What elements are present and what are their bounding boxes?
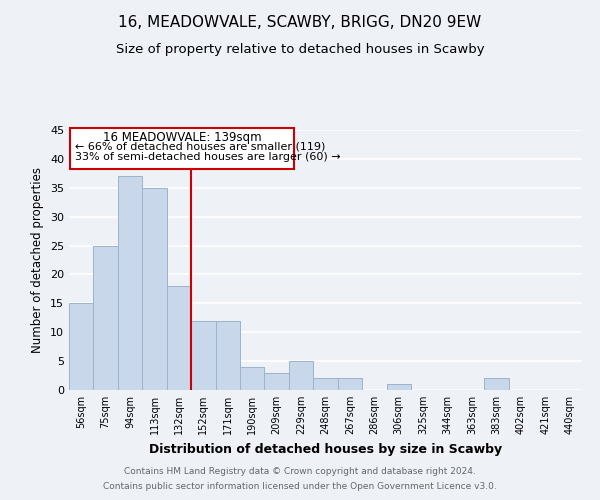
Text: 16, MEADOWVALE, SCAWBY, BRIGG, DN20 9EW: 16, MEADOWVALE, SCAWBY, BRIGG, DN20 9EW: [118, 15, 482, 30]
Text: ← 66% of detached houses are smaller (119): ← 66% of detached houses are smaller (11…: [75, 142, 325, 152]
Text: 33% of semi-detached houses are larger (60) →: 33% of semi-detached houses are larger (…: [75, 152, 341, 162]
Text: Contains HM Land Registry data © Crown copyright and database right 2024.: Contains HM Land Registry data © Crown c…: [124, 467, 476, 476]
Bar: [69, 304, 94, 390]
Bar: [289, 361, 313, 390]
Bar: [191, 320, 215, 390]
FancyBboxPatch shape: [70, 128, 294, 170]
X-axis label: Distribution of detached houses by size in Scawby: Distribution of detached houses by size …: [149, 442, 502, 456]
Text: Size of property relative to detached houses in Scawby: Size of property relative to detached ho…: [116, 42, 484, 56]
Bar: [338, 378, 362, 390]
Bar: [94, 246, 118, 390]
Bar: [167, 286, 191, 390]
Bar: [265, 372, 289, 390]
Bar: [142, 188, 167, 390]
Bar: [313, 378, 338, 390]
Text: 16 MEADOWVALE: 139sqm: 16 MEADOWVALE: 139sqm: [103, 131, 261, 144]
Bar: [386, 384, 411, 390]
Bar: [484, 378, 509, 390]
Bar: [215, 320, 240, 390]
Y-axis label: Number of detached properties: Number of detached properties: [31, 167, 44, 353]
Text: Contains public sector information licensed under the Open Government Licence v3: Contains public sector information licen…: [103, 482, 497, 491]
Bar: [118, 176, 142, 390]
Bar: [240, 367, 265, 390]
